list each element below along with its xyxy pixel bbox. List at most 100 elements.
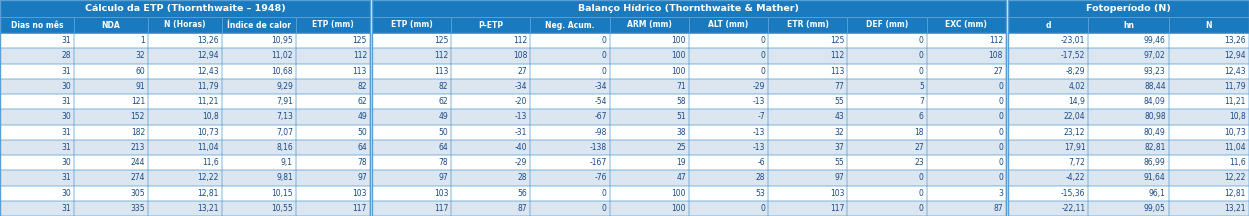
Text: 32: 32 (834, 128, 844, 137)
Text: 97: 97 (438, 173, 448, 182)
Text: 100: 100 (672, 51, 686, 60)
Text: -22,11: -22,11 (1062, 204, 1085, 213)
Bar (222, 64, 296, 79)
Bar (689, 201, 768, 216)
Text: 0: 0 (761, 36, 766, 45)
Text: 12,22: 12,22 (1224, 173, 1247, 182)
Text: 91: 91 (135, 82, 145, 91)
Text: 87: 87 (518, 204, 527, 213)
Bar (451, 170, 531, 186)
Bar (0, 64, 370, 79)
Bar (1088, 17, 1169, 33)
Text: -6: -6 (758, 158, 766, 167)
Bar (689, 94, 768, 109)
Text: -76: -76 (595, 173, 607, 182)
Text: -23,01: -23,01 (1060, 36, 1085, 45)
Text: d: d (1045, 21, 1050, 30)
Bar (689, 124, 768, 140)
Bar (451, 33, 531, 48)
Bar (927, 64, 1005, 79)
Bar (1008, 155, 1088, 170)
Text: 80,49: 80,49 (1144, 128, 1165, 137)
Text: 31: 31 (61, 36, 71, 45)
Text: 7,07: 7,07 (276, 128, 294, 137)
Text: 121: 121 (131, 97, 145, 106)
Bar (768, 79, 848, 94)
Text: 100: 100 (672, 204, 686, 213)
Text: 12,81: 12,81 (197, 189, 219, 198)
Bar (0, 186, 370, 201)
Text: 86,99: 86,99 (1144, 158, 1165, 167)
Bar (1088, 94, 1169, 109)
Bar (372, 124, 1005, 140)
Bar (610, 124, 689, 140)
Text: 7,91: 7,91 (276, 97, 294, 106)
Bar (1008, 170, 1088, 186)
Bar (927, 109, 1005, 124)
Text: 11,21: 11,21 (1224, 97, 1247, 106)
Text: 60: 60 (135, 67, 145, 76)
Text: 55: 55 (834, 158, 844, 167)
Text: 213: 213 (131, 143, 145, 152)
Text: 13,26: 13,26 (197, 36, 219, 45)
Bar (296, 186, 370, 201)
Bar (1008, 201, 1088, 216)
Text: 31: 31 (61, 173, 71, 182)
Bar (610, 94, 689, 109)
Bar (531, 109, 610, 124)
Bar (1008, 94, 1088, 109)
Bar (372, 170, 1005, 186)
Bar (372, 0, 1005, 216)
Bar (296, 94, 370, 109)
Text: 0: 0 (998, 112, 1003, 121)
Bar (372, 124, 451, 140)
Text: 27: 27 (518, 67, 527, 76)
Bar (1088, 79, 1169, 94)
Text: 37: 37 (834, 143, 844, 152)
Bar (768, 64, 848, 79)
Bar (222, 140, 296, 155)
Text: 82,81: 82,81 (1144, 143, 1165, 152)
Bar (1008, 48, 1088, 64)
Text: P-ETP: P-ETP (478, 21, 503, 30)
Text: -20: -20 (515, 97, 527, 106)
Text: 99,46: 99,46 (1144, 36, 1165, 45)
Text: ETP (mm): ETP (mm) (312, 21, 353, 30)
Bar (296, 79, 370, 94)
Text: 117: 117 (831, 204, 844, 213)
Text: 0: 0 (761, 51, 766, 60)
Text: 14,9: 14,9 (1068, 97, 1085, 106)
Text: 10,8: 10,8 (1229, 112, 1247, 121)
Bar (147, 94, 222, 109)
Text: 274: 274 (130, 173, 145, 182)
Text: 7,72: 7,72 (1068, 158, 1085, 167)
Bar (296, 64, 370, 79)
Bar (222, 186, 296, 201)
Text: 78: 78 (357, 158, 367, 167)
Text: 11,79: 11,79 (1224, 82, 1247, 91)
Bar (768, 33, 848, 48)
Text: 10,95: 10,95 (271, 36, 294, 45)
Bar (1088, 64, 1169, 79)
Bar (927, 201, 1005, 216)
Bar (296, 201, 370, 216)
Text: 50: 50 (357, 128, 367, 137)
Bar (848, 124, 927, 140)
Text: 0: 0 (602, 189, 607, 198)
Text: 12,43: 12,43 (1224, 67, 1247, 76)
Text: ETP (mm): ETP (mm) (391, 21, 432, 30)
Bar (372, 17, 451, 33)
Text: 31: 31 (61, 204, 71, 213)
Bar (610, 140, 689, 155)
Bar (296, 124, 370, 140)
Bar (0, 94, 370, 109)
Text: 82: 82 (357, 82, 367, 91)
Bar (1169, 170, 1249, 186)
Bar (1169, 124, 1249, 140)
Text: 113: 113 (433, 67, 448, 76)
Text: 10,73: 10,73 (1224, 128, 1247, 137)
Bar (0, 124, 74, 140)
Bar (222, 109, 296, 124)
Bar (848, 201, 927, 216)
Text: 11,6: 11,6 (202, 158, 219, 167)
